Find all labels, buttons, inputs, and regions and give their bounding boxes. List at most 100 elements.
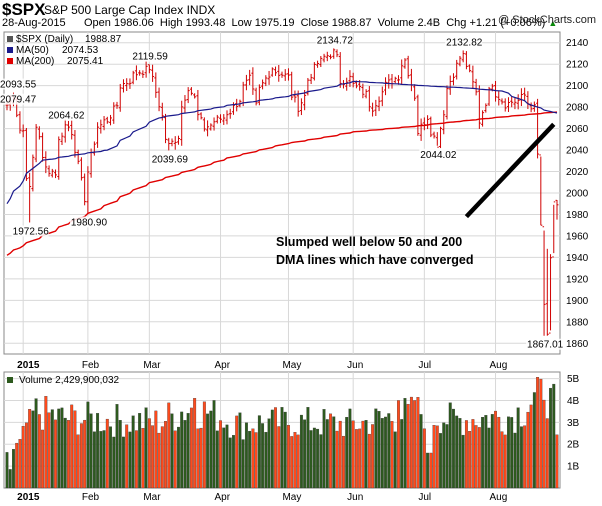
volume-bar xyxy=(99,431,103,489)
legend-spx-swatch xyxy=(7,36,13,42)
quote-date: 28-Aug-2015 xyxy=(2,17,66,29)
volume-bar xyxy=(332,416,336,489)
volume-bar xyxy=(235,415,239,489)
volume-bar xyxy=(222,427,226,489)
volume-bar xyxy=(536,377,540,489)
price-tick-label: 1860 xyxy=(566,339,589,350)
volume-bar xyxy=(225,424,229,489)
legend-ma200-name: MA(200) xyxy=(16,56,54,67)
axis-labels: 1860 1880 1900 1920 1940 1960 1980 2000 2020 2040… xyxy=(17,38,589,503)
volume-bar xyxy=(15,442,19,489)
volume-bar xyxy=(183,420,187,489)
high-value: 1993.48 xyxy=(185,17,226,29)
price-tick-label: 2040 xyxy=(566,146,589,157)
index-name-text: S&P 500 Large Cap Index xyxy=(44,3,184,17)
volume-bar xyxy=(257,415,261,489)
commentary-line: DMA lines which have converged xyxy=(276,253,474,267)
volume-bar xyxy=(115,404,119,489)
volume-bar xyxy=(397,400,400,489)
volume-bar xyxy=(112,436,116,489)
ma200-line xyxy=(6,111,558,256)
volume-bar xyxy=(215,430,219,489)
volume-bar xyxy=(41,429,45,489)
volume-bar xyxy=(542,399,546,489)
volume-x-tick-label: Feb xyxy=(82,492,100,503)
moving-averages xyxy=(6,80,558,256)
volume-bar xyxy=(44,396,48,489)
chg-label: Chg xyxy=(446,17,467,29)
volume-bar xyxy=(189,407,193,489)
volume-tick-label: 3B xyxy=(567,418,580,429)
volume-bar xyxy=(468,430,472,489)
volume-bar xyxy=(12,449,15,489)
price-bars xyxy=(5,48,559,336)
volume-bar xyxy=(31,410,35,489)
volume-bar xyxy=(377,411,381,489)
annotation-bg xyxy=(131,50,169,62)
volume-bar xyxy=(138,413,142,489)
volume-bar xyxy=(76,434,80,489)
legend-spx-name: $SPX (Daily) xyxy=(16,34,73,45)
price-x-tick-label: Aug xyxy=(490,360,508,371)
annotation-bg xyxy=(0,93,36,105)
open-value: 1986.06 xyxy=(113,17,154,29)
stockcharts-credit: @ StockCharts.com xyxy=(498,14,596,26)
volume-bar xyxy=(374,408,378,489)
price-x-tick-label: Jul xyxy=(418,360,431,371)
price-annotation: 2132.82 xyxy=(446,37,483,48)
volume-bar xyxy=(325,419,329,489)
volume-bar xyxy=(471,419,475,489)
price-tick-label: 2140 xyxy=(566,38,589,49)
price-tick-label: 2060 xyxy=(566,124,589,135)
volume-bar xyxy=(529,404,533,489)
price-tick-label: 2020 xyxy=(566,167,589,178)
volume-bar xyxy=(477,427,481,489)
price-tick-label: 2000 xyxy=(566,189,589,200)
volume-bar xyxy=(390,421,394,489)
grid-lines xyxy=(4,32,560,488)
volume-bar xyxy=(151,425,155,489)
volume-bar xyxy=(380,418,384,489)
volume-bar xyxy=(60,407,64,489)
volume-bar xyxy=(96,413,100,489)
volume-label: Volume xyxy=(377,17,415,29)
volume-tick-label: 5B xyxy=(567,374,580,385)
annotation-bg xyxy=(47,109,85,121)
volume-bar xyxy=(147,418,151,489)
volume-bar xyxy=(47,412,51,489)
volume-bar xyxy=(157,432,161,489)
volume-bar xyxy=(474,425,478,489)
volume-bar xyxy=(367,433,371,489)
price-annotation: 2119.59 xyxy=(132,52,168,63)
volume-bar xyxy=(261,423,265,489)
volume-bar xyxy=(37,414,41,489)
price-annotation: 2044.02 xyxy=(420,150,457,161)
commentary-line: Slumped well below 50 and 200 xyxy=(276,235,462,249)
volume-bar xyxy=(413,400,417,489)
volume-bar xyxy=(494,410,497,489)
exchange-tag: INDX xyxy=(186,3,216,17)
volume-bar xyxy=(160,426,164,489)
volume-bar xyxy=(79,423,83,489)
volume-bar xyxy=(358,428,362,489)
volume-bar xyxy=(290,436,294,489)
volume-bar xyxy=(244,422,248,489)
volume-tick-label: 2B xyxy=(567,440,580,451)
volume-bar xyxy=(232,435,235,489)
volume-bar xyxy=(458,418,462,489)
trend-line xyxy=(464,122,556,219)
volume-bar xyxy=(299,414,303,489)
volume-bar xyxy=(338,420,342,489)
legend-spx-value: 1988.87 xyxy=(85,34,122,45)
volume-bar xyxy=(89,413,93,489)
volume-bar xyxy=(419,414,423,489)
legend: $SPX (Daily) 1988.87 MA(50) 2074.53 MA(200) 2… xyxy=(7,34,122,386)
volume-bar xyxy=(455,415,459,489)
volume-bar xyxy=(109,426,112,489)
volume-bar xyxy=(83,419,87,489)
volume-bar xyxy=(264,431,268,489)
volume-bar xyxy=(134,430,138,489)
price-annotation: 2093.55 xyxy=(0,80,37,91)
volume-bar xyxy=(406,403,410,489)
